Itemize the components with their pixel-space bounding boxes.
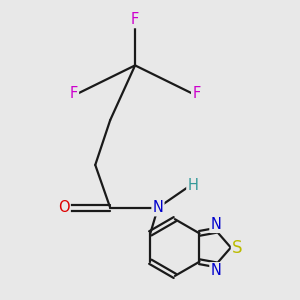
Text: F: F	[131, 12, 139, 27]
Text: O: O	[58, 200, 70, 215]
Text: S: S	[232, 238, 243, 256]
Text: H: H	[188, 178, 198, 193]
Text: N: N	[210, 263, 221, 278]
Text: N: N	[210, 217, 221, 232]
Text: F: F	[70, 86, 78, 101]
Text: F: F	[192, 86, 200, 101]
Text: N: N	[152, 200, 164, 215]
